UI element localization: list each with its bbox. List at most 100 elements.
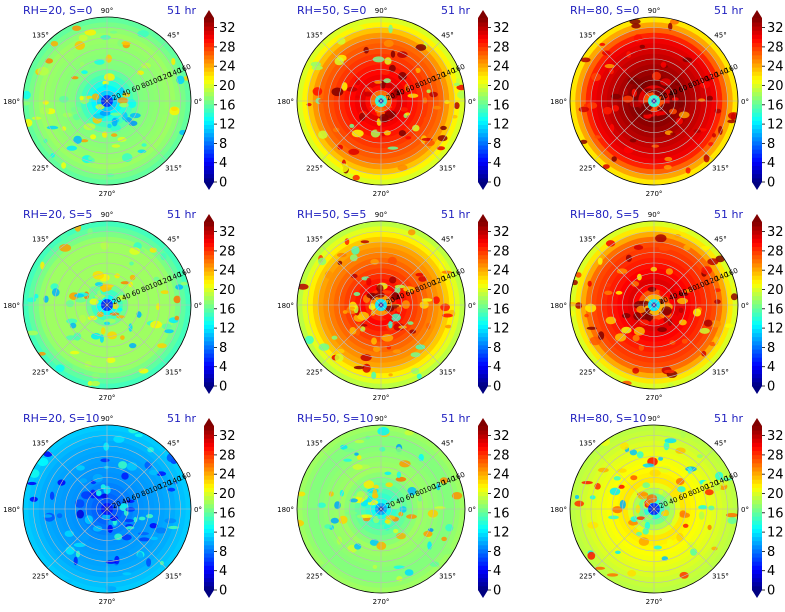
field-cell [678,111,690,119]
field-cell [664,438,677,444]
field-cell [393,528,399,534]
colorbar-segment [204,450,214,456]
polar-frame [22,424,192,594]
colorbar-tick-label: 16 [767,98,784,113]
angular-gridline [106,41,167,102]
field-cell [422,97,428,104]
colorbar-segment [752,141,762,146]
field-cell [106,173,115,178]
colorbar: 0 4 8 12 16 20 24 28 32 [478,10,510,191]
colorbar-tick-label: 16 [219,506,236,521]
angle-tick-label: 0° [741,506,749,514]
field-cell [451,492,463,500]
colorbar-tick-label: 32 [767,21,784,36]
colorbar-segment [752,222,762,227]
colorbar-segment [204,540,214,546]
field-cell [709,320,722,328]
field-cell [690,548,698,556]
colorbar-segment [478,467,488,472]
field-cell [671,97,679,101]
colorbar-tick-label: 12 [493,118,510,133]
colorbar-segment [752,157,762,162]
field-cell [360,514,373,518]
colorbar-tick-label: 24 [493,468,510,483]
field-cell [105,585,110,591]
field-cell [69,322,77,329]
colorbar-segment [752,238,762,243]
colorbar-tick-label: 24 [219,264,236,279]
angular-gridline [653,41,714,102]
field-cell [317,502,326,508]
field-cell [117,136,127,142]
colorbar-segment [204,169,214,175]
colorbar-segment [752,79,762,84]
colorbar-tick-label: 20 [767,79,784,94]
colorbar-segment [204,120,214,125]
colorbar-segment [478,516,488,521]
field-cell [675,447,686,454]
colorbar-segment [752,291,762,297]
colorbar-segment [204,320,214,325]
angle-tick-label: 135° [32,32,49,40]
angle-tick-label: 0° [194,302,202,310]
field-cell [666,539,674,547]
radial-tick-label: 20 [385,500,396,511]
colorbar-segment [204,336,214,342]
colorbar-segment [752,30,762,35]
colorbar-segment [204,328,214,334]
colorbar-segment [478,454,488,460]
field-cell [43,451,53,458]
field-cell [345,511,358,515]
field-cell [708,142,714,147]
colorbar-segment [478,63,488,68]
field-cell [137,70,144,76]
field-cell [64,363,73,371]
colorbar: 0 4 8 12 16 20 24 28 32 [204,10,236,191]
field-cell [149,523,158,529]
colorbar-segment [204,254,214,260]
field-cell [584,313,589,318]
field-cell [161,323,172,330]
field-cell [575,302,583,309]
colorbar-segment [204,532,214,538]
field-cell [580,57,591,63]
radial-tick-label: 80 [140,79,151,90]
field-cell [29,496,38,502]
colorbar-segment [752,67,762,72]
field-cell [423,530,433,538]
field-cell [66,145,78,151]
colorbar-segment [478,512,488,517]
field-cell [415,44,427,51]
colorbar-segment [204,454,214,460]
radial-tick-label: 60 [130,287,141,298]
field-cell [630,516,638,522]
angle-tick-label: 135° [579,440,596,448]
field-cell [71,76,79,80]
field-cell [698,511,705,520]
field-cell [701,350,707,357]
radial-tick-label: 40 [668,88,679,99]
field-cell [405,112,411,116]
field-cell [119,86,125,95]
radial-tick-label: 60 [130,83,141,94]
angle-tick-label: 0° [741,302,749,310]
colorbar-segment [478,279,488,284]
colorbar-segment [478,295,488,301]
colorbar-tick-label: 16 [493,506,510,521]
colorbar-segment [752,438,762,443]
field-cell [79,478,88,484]
colorbar-segment [204,357,214,362]
colorbar-segment [204,324,214,329]
field-cell [644,521,651,530]
field-cell [94,59,105,65]
colorbar-segment [478,544,488,550]
field-cell [164,329,174,334]
colorbar-segment [478,120,488,125]
field-cell [372,489,378,498]
field-cell [412,69,417,77]
field-cell [50,40,59,47]
angle-tick-label: 225° [306,573,323,581]
colorbar-segment [752,153,762,158]
colorbar-segment [752,491,762,497]
colorbar-tick-label: 28 [219,448,236,463]
